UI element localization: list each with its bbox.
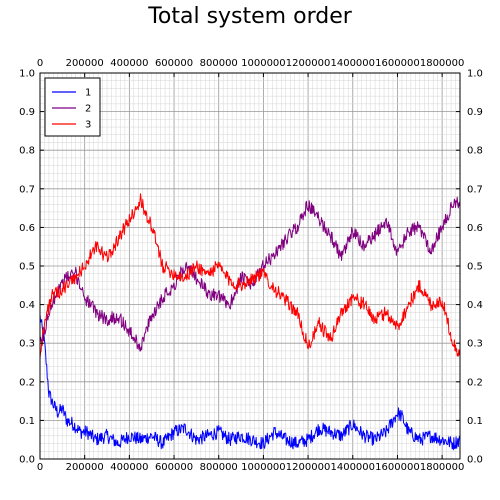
x-tick-label-top: 1400000: [330, 58, 375, 69]
y-tick-label-left: 0.2: [19, 377, 35, 388]
x-tick-label-bottom: 0: [37, 462, 43, 473]
x-tick-label-top: 400000: [110, 58, 148, 69]
x-tick-label-top: 1000000: [241, 58, 286, 69]
y-tick-label-right: 0.1: [467, 416, 483, 427]
series-line-3: [39, 193, 461, 359]
series-line-1: [39, 314, 461, 451]
y-tick-label-left: 0.0: [19, 455, 35, 466]
x-tick-label-bottom: 400000: [110, 462, 148, 473]
y-tick-label-right: 0.2: [467, 377, 483, 388]
x-tick-label-bottom: 200000: [66, 462, 104, 473]
x-tick-label-bottom: 600000: [155, 462, 193, 473]
x-tick-label-top: 0: [37, 58, 43, 69]
series-lines: [39, 193, 461, 451]
y-tick-label-left: 0.7: [19, 184, 35, 195]
x-tick-label-top: 800000: [200, 58, 238, 69]
y-tick-label-right: 0.8: [467, 146, 483, 157]
grid: [39, 72, 461, 460]
y-tick-label-right: 0.4: [467, 300, 483, 311]
x-tick-label-top: 1200000: [286, 58, 331, 69]
legend: 1 2 3: [44, 77, 101, 137]
y-tick-label-right: 0.7: [467, 184, 483, 195]
y-tick-label-right: 0.0: [467, 455, 483, 466]
y-tick-label-left: 0.1: [19, 416, 35, 427]
x-tick-label-bottom: 1800000: [420, 462, 465, 473]
x-tick-label-bottom: 1200000: [286, 462, 331, 473]
x-tick-label-bottom: 1600000: [375, 462, 420, 473]
x-tick-label-bottom: 1400000: [330, 462, 375, 473]
y-tick-label-right: 0.6: [467, 223, 483, 234]
y-tick-label-left: 1.0: [19, 69, 35, 80]
y-tick-label-right: 1.0: [467, 69, 483, 80]
x-tick-label-bottom: 800000: [200, 462, 238, 473]
y-tick-label-right: 0.5: [467, 262, 483, 273]
y-tick-label-left: 0.9: [19, 107, 35, 118]
y-tick-label-right: 0.3: [467, 339, 483, 350]
axes: 0 0 200000 200000 400000 400000 600000 600000 80…: [19, 58, 483, 473]
legend-label-3: 3: [85, 120, 91, 131]
legend-label-2: 2: [85, 104, 91, 115]
y-tick-label-left: 0.5: [19, 262, 35, 273]
y-tick-label-left: 0.4: [19, 300, 35, 311]
legend-box: [44, 77, 101, 137]
y-tick-label-left: 0.6: [19, 223, 35, 234]
x-tick-label-bottom: 1000000: [241, 462, 286, 473]
y-tick-label-left: 0.8: [19, 146, 35, 157]
legend-label-1: 1: [85, 88, 91, 99]
x-tick-label-top: 1600000: [375, 58, 420, 69]
chart-title: Total system order: [147, 4, 353, 29]
y-tick-label-right: 0.9: [467, 107, 483, 118]
x-tick-label-top: 200000: [66, 58, 104, 69]
series-line-2: [39, 196, 461, 352]
x-tick-label-top: 1800000: [420, 58, 465, 69]
y-tick-label-left: 0.3: [19, 339, 35, 350]
x-tick-label-top: 600000: [155, 58, 193, 69]
